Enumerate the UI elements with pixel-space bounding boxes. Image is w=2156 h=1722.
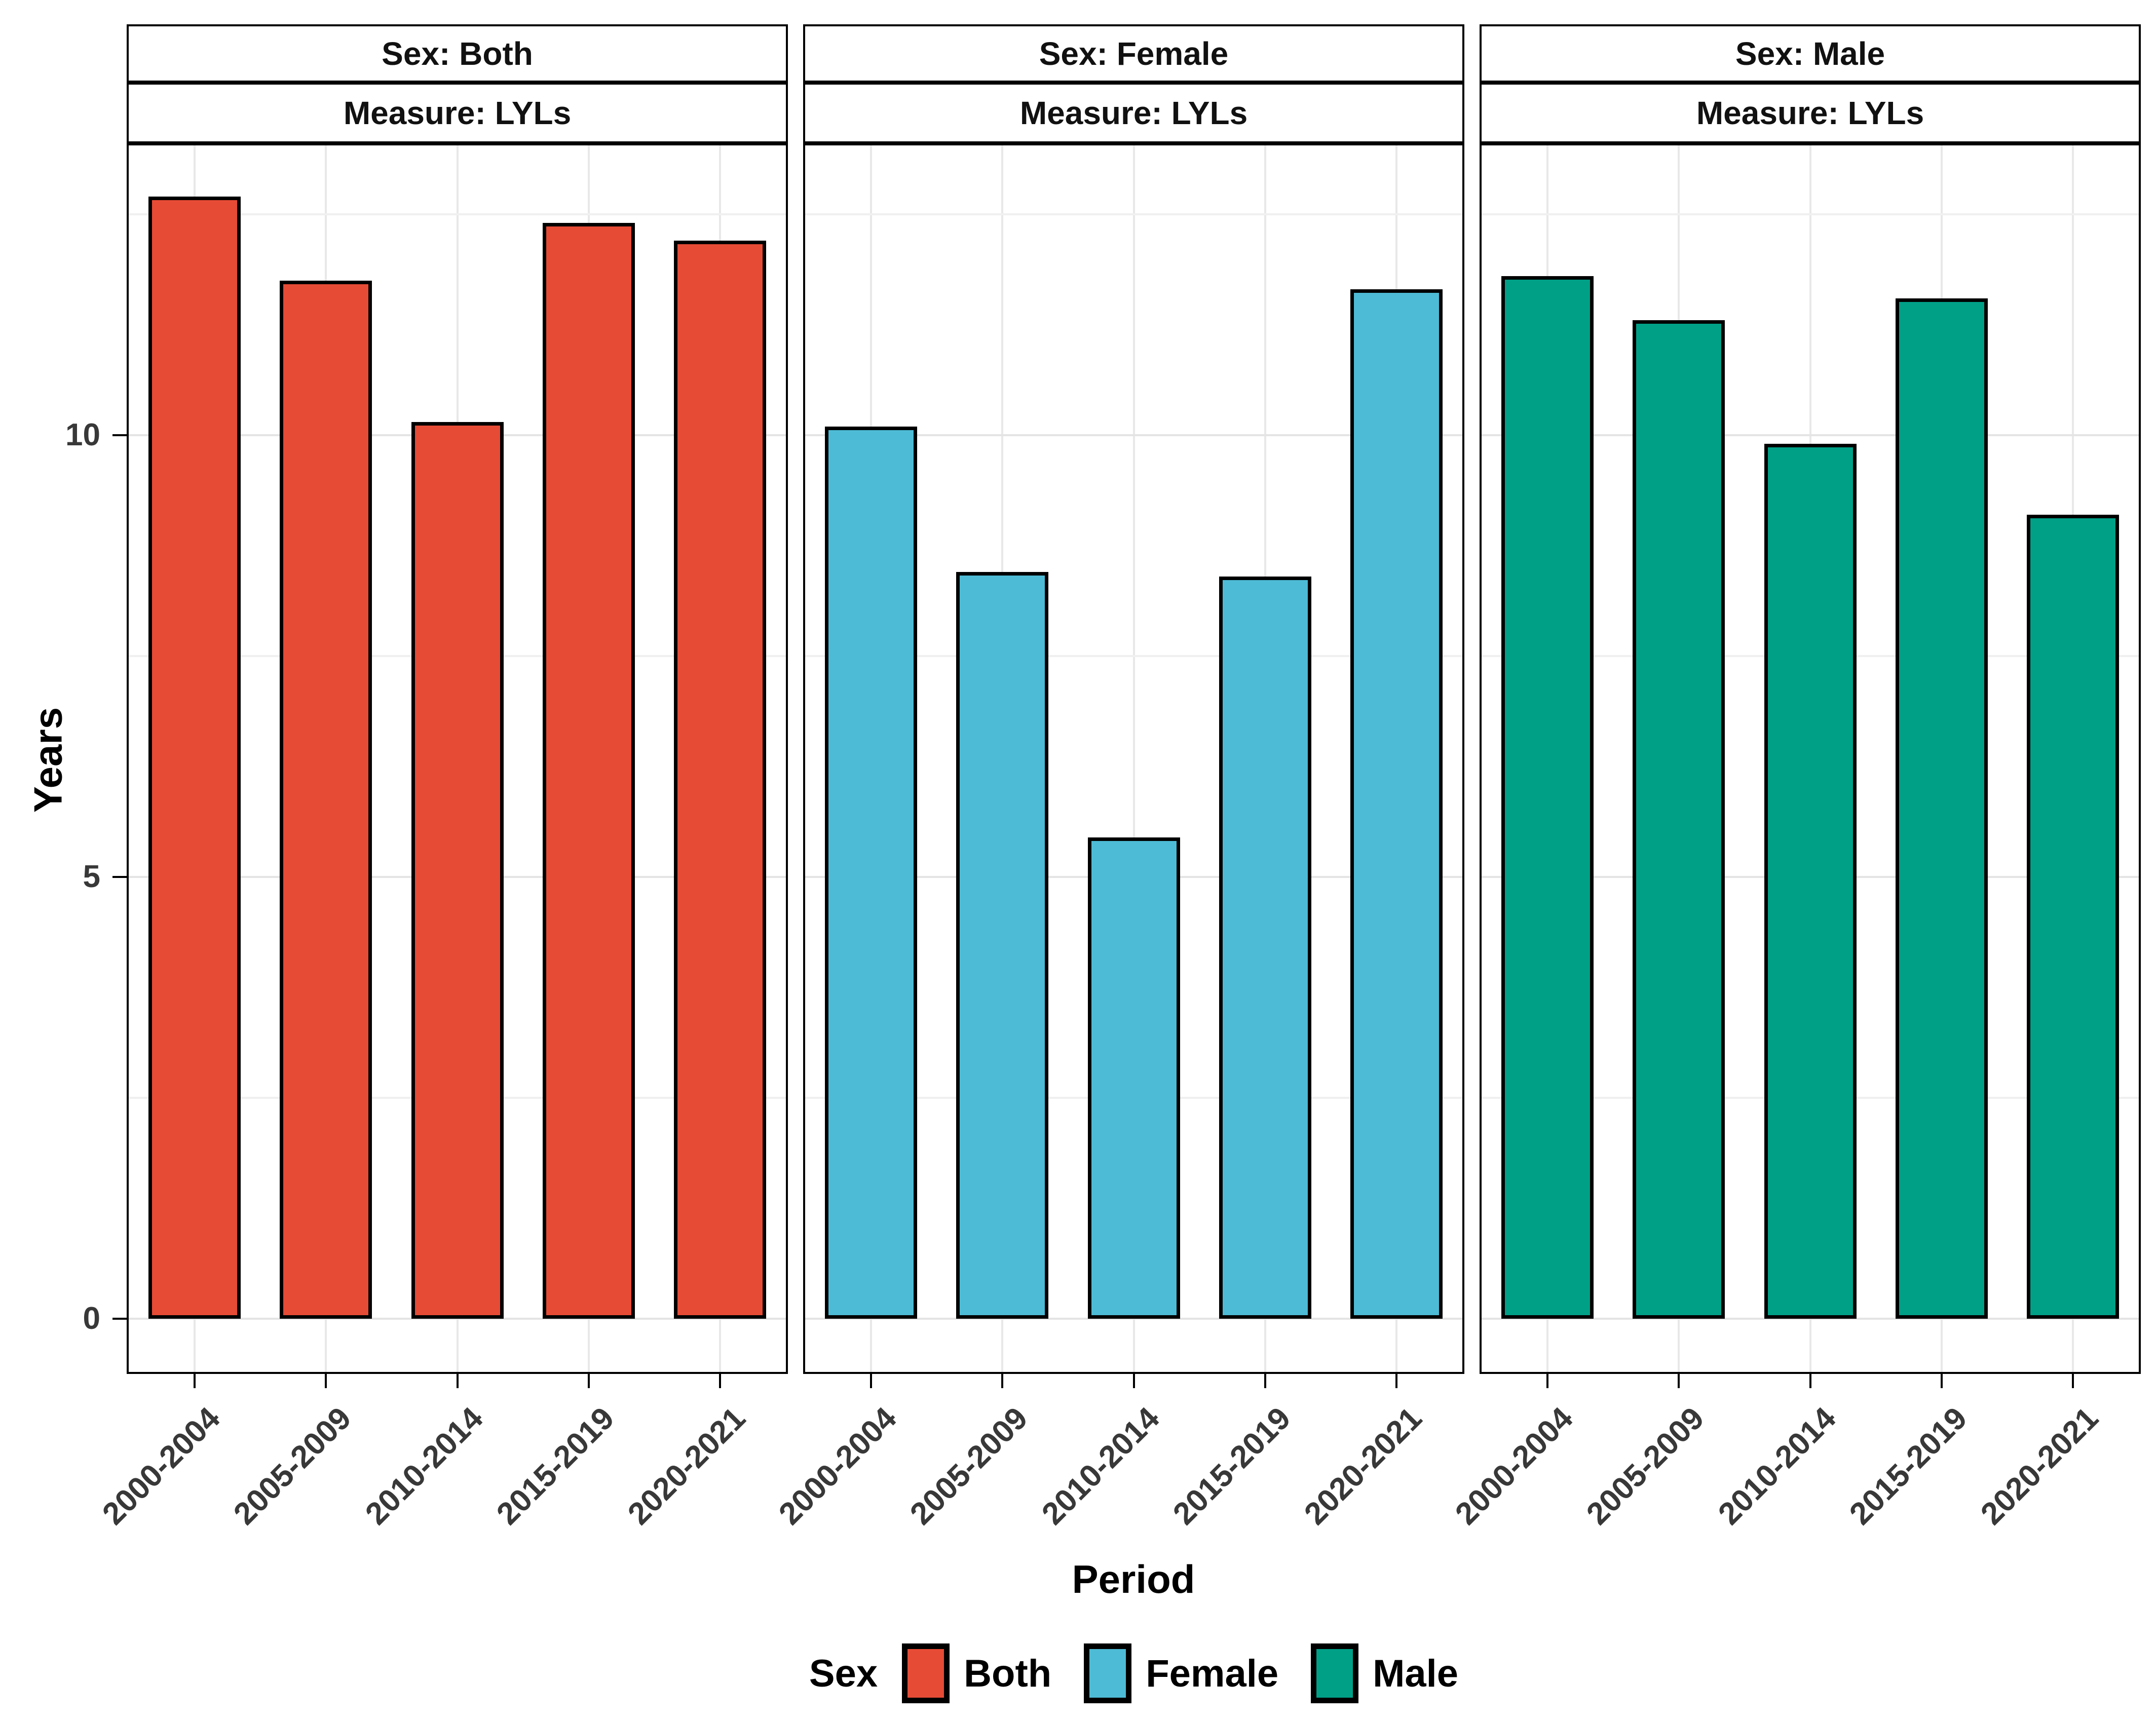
gridline-vertical [1132, 145, 1135, 1372]
facet-strip-sex: Sex: Female [803, 24, 1464, 83]
x-tick-label: 2020-2021 [621, 1400, 752, 1532]
gridline-minor [805, 213, 1462, 215]
x-axis-tick [1395, 1374, 1398, 1388]
facet-strip-sex: Sex: Both [127, 24, 788, 83]
x-axis-title: Period [1072, 1557, 1195, 1601]
x-tick-label: 2015-2019 [1842, 1400, 1974, 1532]
bar-male-2015-2019 [1895, 298, 1988, 1319]
x-axis-tick [456, 1374, 459, 1388]
legend-label: Male [1373, 1652, 1459, 1695]
x-tick-label: 2000-2004 [95, 1400, 227, 1532]
gridline-minor [1482, 213, 2139, 215]
y-tick-label: 5 [83, 859, 100, 894]
legend-items: Both Female Male [902, 1643, 1458, 1703]
x-axis-tick [1001, 1374, 1004, 1388]
gridline-minor [129, 213, 786, 215]
legend-swatch-male [1311, 1643, 1359, 1703]
bar-male-2020-2021 [2027, 515, 2120, 1319]
plot-panel-both [127, 143, 788, 1374]
x-axis-tick [587, 1374, 590, 1388]
y-axis-tick [112, 434, 127, 436]
x-axis-tick [1132, 1374, 1135, 1388]
bar-both-2010-2014 [411, 422, 504, 1319]
bar-female-2020-2021 [1350, 289, 1443, 1319]
bar-both-2005-2009 [280, 281, 372, 1319]
bar-female-2000-2004 [824, 427, 917, 1319]
x-axis-tick [1264, 1374, 1266, 1388]
facet-strip-sex: Sex: Male [1480, 24, 2141, 83]
bar-female-2015-2019 [1219, 577, 1311, 1319]
plot-panel-male [1480, 143, 2141, 1374]
x-axis-tick [193, 1374, 196, 1388]
x-axis-tick [2072, 1374, 2074, 1388]
gridline-major [805, 434, 1462, 436]
x-tick-label: 2000-2004 [772, 1400, 903, 1532]
legend: Sex Both Female Male [127, 1640, 2141, 1706]
x-tick-label: 2010-2014 [1035, 1400, 1166, 1532]
legend-item-both: Both [902, 1643, 1051, 1703]
y-axis-tick [112, 876, 127, 878]
legend-label: Both [964, 1652, 1052, 1695]
legend-swatch-female [1084, 1643, 1132, 1703]
x-tick-label: 2010-2014 [1711, 1400, 1842, 1532]
plot-panel-female [803, 143, 1464, 1374]
legend-title: Sex [809, 1652, 878, 1695]
x-tick-label: 2020-2021 [1298, 1400, 1429, 1532]
legend-item-female: Female [1084, 1643, 1278, 1703]
gridline-major [129, 1318, 786, 1320]
x-axis-tick [869, 1374, 872, 1388]
facet-strip-measure: Measure: LYLs [127, 83, 788, 143]
x-tick-label: 2015-2019 [489, 1400, 621, 1532]
gridline-major [1482, 1318, 2139, 1320]
x-tick-label: 2005-2009 [227, 1400, 358, 1532]
x-tick-label: 2010-2014 [358, 1400, 489, 1532]
y-axis-tick [112, 1318, 127, 1320]
x-axis-tick [1678, 1374, 1680, 1388]
facet-strip-measure: Measure: LYLs [1480, 83, 2141, 143]
bar-both-2000-2004 [148, 197, 241, 1319]
gridline-major [1482, 434, 2139, 436]
bar-male-2010-2014 [1764, 444, 1857, 1319]
bar-both-2015-2019 [542, 223, 635, 1319]
y-tick-label: 10 [65, 417, 100, 452]
legend-label: Female [1146, 1652, 1279, 1695]
x-axis-tick [1546, 1374, 1548, 1388]
y-axis-title: Years [25, 707, 70, 813]
x-axis-tick [719, 1374, 722, 1388]
x-axis-tick [1940, 1374, 1943, 1388]
x-tick-label: 2015-2019 [1166, 1400, 1298, 1532]
facet-strip-measure: Measure: LYLs [803, 83, 1464, 143]
legend-swatch-both [902, 1643, 950, 1703]
x-tick-label: 2005-2009 [1580, 1400, 1711, 1532]
gridline-minor [805, 655, 1462, 657]
bar-female-2005-2009 [956, 572, 1049, 1319]
x-tick-label: 2020-2021 [1974, 1400, 2105, 1532]
gridline-major [805, 1318, 1462, 1320]
bar-female-2010-2014 [1087, 837, 1180, 1319]
x-axis-tick [325, 1374, 327, 1388]
legend-item-male: Male [1311, 1643, 1458, 1703]
x-axis-tick [1809, 1374, 1811, 1388]
bar-both-2020-2021 [674, 241, 767, 1319]
bar-male-2000-2004 [1501, 276, 1594, 1319]
bar-male-2005-2009 [1633, 320, 1725, 1319]
x-tick-label: 2000-2004 [1448, 1400, 1580, 1532]
y-tick-label: 0 [83, 1301, 100, 1336]
x-tick-label: 2005-2009 [903, 1400, 1035, 1532]
